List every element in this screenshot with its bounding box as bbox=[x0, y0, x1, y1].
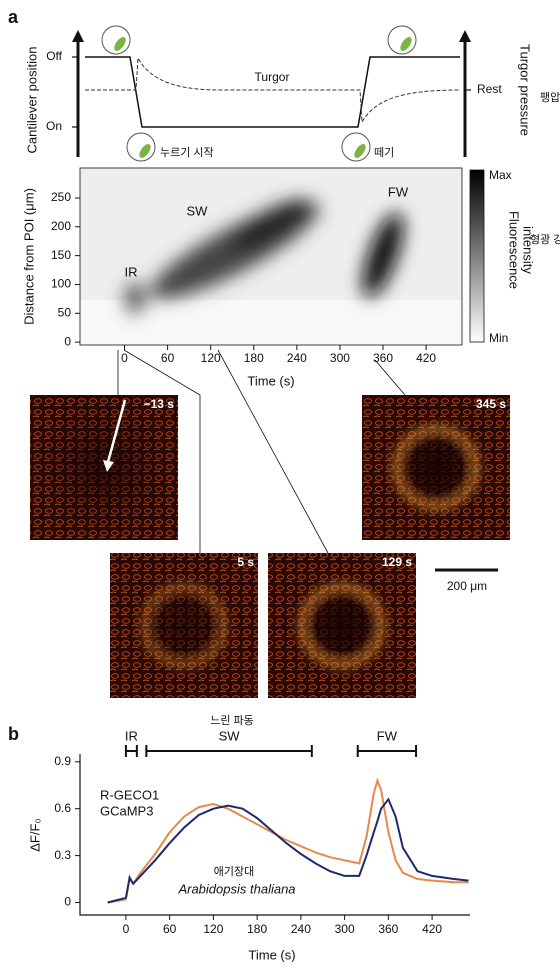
panel-label: b bbox=[8, 724, 19, 744]
y2-title-ko: 팽압 bbox=[540, 91, 560, 104]
x-title: Time (s) bbox=[247, 373, 294, 388]
y-title: ΔF/F₀ bbox=[27, 818, 42, 852]
x-tick-label: 420 bbox=[422, 922, 442, 936]
x-tick-label: 180 bbox=[244, 351, 264, 365]
span-bracket bbox=[145, 745, 313, 757]
annotation: Arabidopsis thaliana bbox=[177, 881, 295, 896]
span-label: IR bbox=[125, 728, 138, 743]
y-tick-label: 0 bbox=[64, 334, 71, 348]
micrograph-label: 5 s bbox=[237, 555, 254, 569]
colorbar-title-ko: 형광 강도 bbox=[530, 233, 560, 246]
micrograph-label: −13 s bbox=[144, 397, 175, 411]
y-title: Distance from POI (μm) bbox=[21, 188, 36, 325]
x-tick-label: 300 bbox=[335, 922, 355, 936]
micrograph-label: 345 s bbox=[476, 397, 506, 411]
micrograph bbox=[30, 395, 178, 540]
icon bbox=[101, 25, 417, 162]
y-tick-label: 0.6 bbox=[54, 801, 71, 815]
y-label: On bbox=[46, 119, 62, 133]
x-tick-label: 360 bbox=[373, 351, 393, 365]
x-tick-label: 240 bbox=[287, 351, 307, 365]
cantilever-trace bbox=[85, 56, 460, 128]
series-line bbox=[107, 797, 469, 904]
span-label: SW bbox=[219, 728, 241, 743]
y-tick-label: 0.9 bbox=[54, 754, 71, 768]
x-tick-label: 420 bbox=[416, 351, 436, 365]
y2-title: Turgor pressure bbox=[518, 44, 533, 136]
x-title: Time (s) bbox=[248, 947, 295, 962]
y-tick-label: 50 bbox=[58, 305, 72, 319]
span-bracket bbox=[356, 745, 418, 757]
legend-label: R-GECO1 bbox=[100, 787, 159, 802]
colorbar bbox=[469, 169, 485, 343]
annotation: 애기장대 bbox=[214, 865, 254, 878]
y-tick-label: 100 bbox=[51, 277, 71, 291]
y-tick-label: 0.3 bbox=[54, 848, 71, 862]
rest-label: Rest bbox=[477, 82, 502, 96]
colorbar-title: intensity bbox=[521, 226, 536, 274]
turgor-trace bbox=[85, 56, 461, 124]
colorbar-title: Fluorescence bbox=[507, 211, 522, 289]
micrograph-label: 129 s bbox=[382, 555, 412, 569]
span-label: FW bbox=[377, 728, 398, 743]
x-tick-label: 120 bbox=[201, 351, 221, 365]
span-note: 느린 파동 bbox=[210, 714, 254, 727]
kymograph bbox=[80, 168, 462, 345]
y-label: Off bbox=[46, 49, 62, 63]
x-tick-label: 0 bbox=[121, 351, 128, 365]
micrograph bbox=[268, 553, 416, 698]
x-tick-label: 300 bbox=[330, 351, 350, 365]
series-line bbox=[107, 777, 469, 904]
axis-line bbox=[79, 754, 470, 916]
release-label: 떼기 bbox=[374, 146, 394, 159]
micrograph bbox=[110, 553, 258, 698]
x-tick-label: 240 bbox=[291, 922, 311, 936]
y-tick-label: 0 bbox=[64, 895, 71, 909]
turgor-label: Turgor bbox=[255, 70, 290, 84]
connector bbox=[117, 349, 406, 554]
x-tick-label: 120 bbox=[203, 922, 223, 936]
plot-frame bbox=[79, 167, 463, 346]
annotation: IR bbox=[125, 264, 138, 279]
legend-label: GCaMP3 bbox=[100, 803, 153, 818]
x-tick-label: 180 bbox=[247, 922, 267, 936]
scale-bar-label: 200 μm bbox=[447, 579, 487, 593]
colorbar-max: Max bbox=[489, 168, 512, 182]
axis-arrow bbox=[459, 30, 471, 42]
press-label: 누르기 시작 bbox=[160, 146, 214, 159]
colorbar-min: Min bbox=[489, 331, 508, 345]
leaf bbox=[114, 37, 412, 158]
micrograph bbox=[362, 395, 510, 540]
x-tick-label: 60 bbox=[163, 922, 177, 936]
annotation: SW bbox=[187, 203, 209, 218]
span-bracket bbox=[124, 745, 138, 757]
annotation: FW bbox=[388, 184, 409, 199]
panel-label: a bbox=[8, 7, 19, 27]
y-tick-label: 250 bbox=[51, 190, 71, 204]
y-title: Cantilever position bbox=[24, 47, 39, 154]
y-tick-label: 200 bbox=[51, 219, 71, 233]
x-tick-label: 360 bbox=[378, 922, 398, 936]
y-tick-label: 150 bbox=[51, 248, 71, 262]
x-tick-label: 0 bbox=[123, 922, 130, 936]
axis-arrow bbox=[72, 30, 84, 42]
x-tick-label: 60 bbox=[161, 351, 175, 365]
